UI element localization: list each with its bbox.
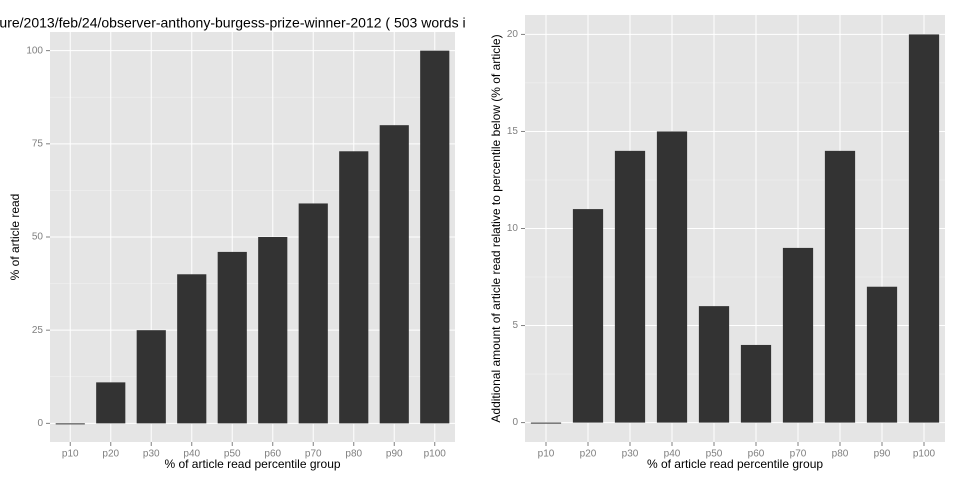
- y-tick-label: 10: [507, 223, 519, 234]
- bar: [614, 150, 646, 423]
- x-tick-label: p40: [183, 449, 200, 460]
- y-tick-label: 0: [512, 417, 518, 428]
- x-tick-label: p20: [580, 449, 597, 460]
- x-tick-label: p10: [62, 449, 79, 460]
- x-tick-label: p50: [224, 449, 241, 460]
- y-tick-label: 20: [507, 29, 519, 40]
- bar: [908, 34, 940, 423]
- bar: [339, 151, 369, 424]
- y-tick-label: 25: [32, 325, 44, 336]
- x-tick-label: p40: [664, 449, 681, 460]
- y-axis-label: Additional amount of article read relati…: [489, 34, 503, 422]
- x-tick-label: p80: [832, 449, 849, 460]
- x-tick-label: p100: [424, 449, 447, 460]
- x-tick-label: p70: [790, 449, 807, 460]
- bar: [55, 423, 85, 425]
- x-tick-label: p50: [706, 449, 723, 460]
- bar: [824, 150, 856, 423]
- bar: [530, 422, 562, 424]
- bar: [217, 251, 247, 424]
- y-tick-label: 5: [512, 320, 518, 331]
- x-tick-label: p30: [143, 449, 160, 460]
- chart-panel: 0 25 50 75 100 p10 p20 p30 p40 p50 p60 p70 p80 p90 p10…: [0, 15, 466, 471]
- y-tick-label: 100: [26, 45, 43, 56]
- x-tick-label: p20: [102, 449, 119, 460]
- bar: [698, 306, 730, 423]
- chart-title: ure/2013/feb/24/observer-anthony-burgess…: [0, 15, 466, 31]
- bar: [258, 237, 288, 424]
- y-tick-label: 0: [37, 418, 43, 429]
- bar: [572, 209, 604, 423]
- bar: [298, 203, 328, 424]
- x-tick-label: p10: [538, 449, 555, 460]
- chart-panel: 0 5 10 15 20 p10 p20 p30 p40 p50 p60 p70 p80 p90 p100%…: [489, 15, 945, 471]
- bar: [782, 247, 814, 423]
- y-axis-label: % of article read: [8, 194, 22, 281]
- x-tick-label: p100: [913, 449, 936, 460]
- x-tick-label: p60: [264, 449, 281, 460]
- x-tick-label: p60: [748, 449, 765, 460]
- y-tick-label: 50: [32, 232, 44, 243]
- bar: [656, 131, 688, 423]
- bar: [379, 125, 409, 424]
- bar: [866, 286, 898, 423]
- bar: [740, 344, 772, 423]
- bar: [420, 50, 450, 424]
- x-tick-label: p90: [874, 449, 891, 460]
- x-tick-label: p30: [622, 449, 639, 460]
- bar: [177, 274, 207, 424]
- bar: [136, 330, 166, 424]
- y-tick-label: 15: [507, 126, 519, 137]
- x-tick-label: p70: [305, 449, 322, 460]
- x-axis-label: % of article read percentile group: [647, 457, 823, 471]
- x-tick-label: p80: [345, 449, 362, 460]
- y-tick-label: 75: [32, 138, 44, 149]
- x-axis-label: % of article read percentile group: [164, 457, 340, 471]
- x-tick-label: p90: [386, 449, 403, 460]
- bar: [96, 382, 126, 424]
